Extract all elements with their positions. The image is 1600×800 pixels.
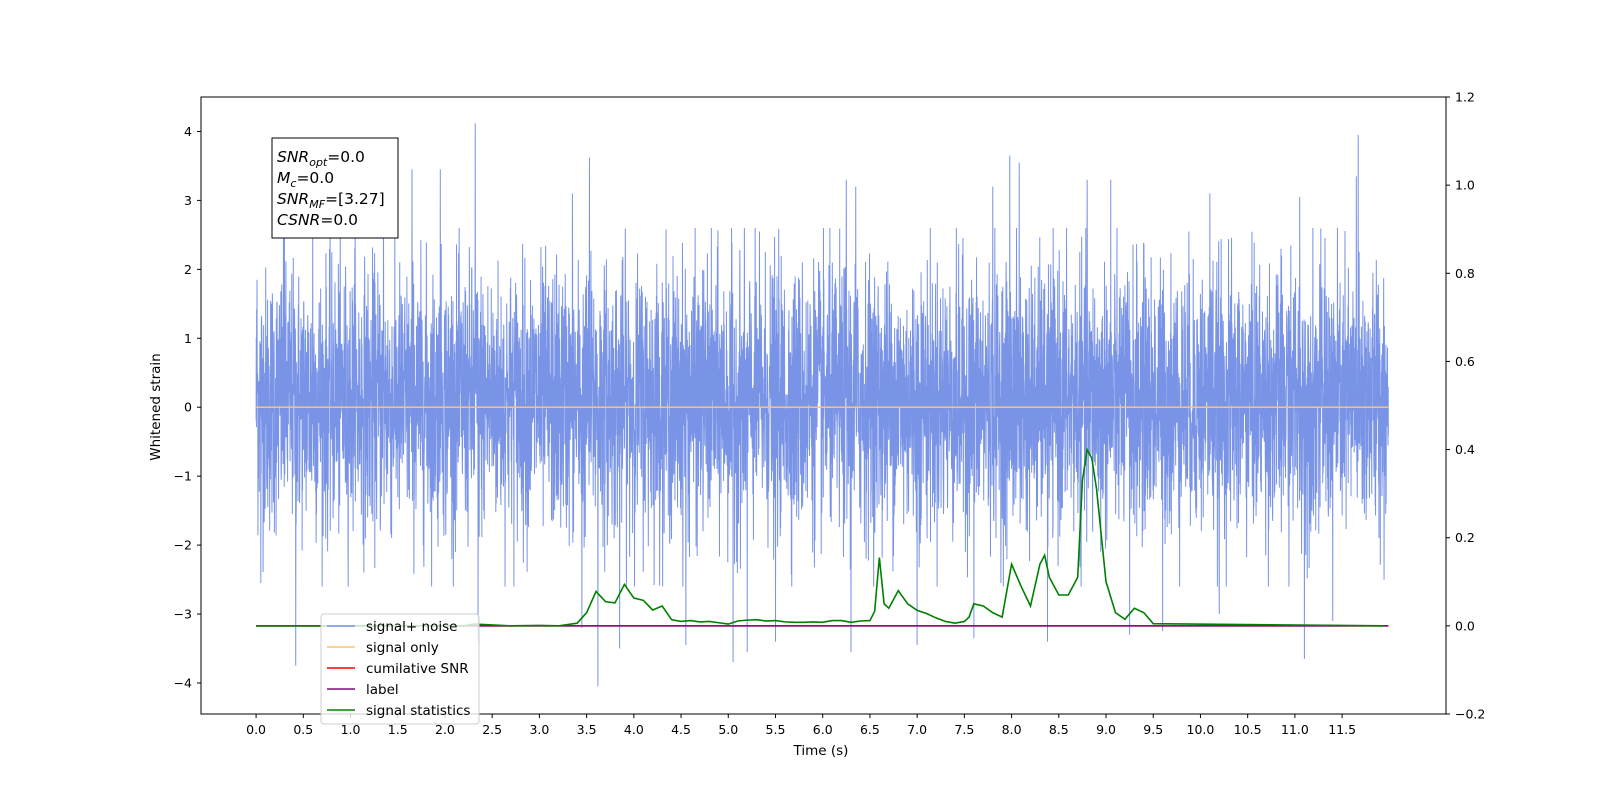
x-tick-label: 3.0 bbox=[529, 722, 549, 737]
x-tick-label: 0.0 bbox=[246, 722, 266, 737]
x-tick-label: 5.5 bbox=[766, 722, 786, 737]
y-tick-label: −2 bbox=[174, 538, 192, 553]
legend: signal+ noise signal only cumilative SNR la… bbox=[320, 613, 480, 725]
x-tick-label: 0.5 bbox=[293, 722, 313, 737]
x-tick-label: 1.0 bbox=[341, 722, 361, 737]
x-tick-label: 5.0 bbox=[718, 722, 738, 737]
x-tick-label: 9.5 bbox=[1143, 722, 1163, 737]
legend-label: cumilative SNR bbox=[366, 661, 469, 677]
x-tick-label: 1.5 bbox=[388, 722, 408, 737]
legend-label: label bbox=[366, 682, 399, 698]
plot-area bbox=[255, 123, 1389, 687]
y-tick-label: 1 bbox=[184, 331, 192, 346]
y2-tick-label: 1.0 bbox=[1455, 178, 1475, 193]
y-tick-label: −4 bbox=[174, 675, 192, 690]
info-line: CSNR=0.0 bbox=[277, 211, 358, 229]
y2-tick-label: −0.2 bbox=[1455, 707, 1485, 722]
x-tick-label: 2.0 bbox=[435, 722, 455, 737]
x-tick-label: 7.5 bbox=[954, 722, 974, 737]
info-box-frame bbox=[271, 137, 399, 239]
y2-tick-label: 1.2 bbox=[1455, 90, 1475, 105]
x-tick-label: 2.5 bbox=[482, 722, 502, 737]
x-tick-label: 4.0 bbox=[624, 722, 644, 737]
legend-label: signal only bbox=[366, 640, 439, 656]
info-line: SNRopt=0.0 bbox=[277, 148, 365, 169]
x-tick-label: 8.5 bbox=[1049, 722, 1069, 737]
x-tick-label: 8.0 bbox=[1002, 722, 1022, 737]
x-axis-label: Time (s) bbox=[793, 743, 849, 759]
y2-tick-label: 0.0 bbox=[1455, 618, 1475, 633]
legend-label: signal+ noise bbox=[366, 619, 457, 635]
y-tick-label: 0 bbox=[184, 400, 192, 415]
y2-tick-label: 0.6 bbox=[1455, 354, 1475, 369]
y2-tick-label: 0.4 bbox=[1455, 442, 1475, 457]
series-line-4 bbox=[256, 447, 1384, 627]
y-tick-label: 4 bbox=[184, 124, 192, 139]
x-tick-label: 10.5 bbox=[1234, 722, 1262, 737]
x-tick-label: 6.5 bbox=[860, 722, 880, 737]
x-tick-label: 4.5 bbox=[671, 722, 691, 737]
y-tick-label: −1 bbox=[174, 469, 192, 484]
y-tick-label: 3 bbox=[184, 193, 192, 208]
y-tick-label: −3 bbox=[174, 607, 192, 622]
x-tick-label: 6.0 bbox=[813, 722, 833, 737]
x-tick-label: 3.5 bbox=[577, 722, 597, 737]
y-axis-label: Whitened strain bbox=[148, 353, 164, 460]
legend-label: signal statistics bbox=[366, 703, 470, 719]
x-tick-label: 7.0 bbox=[907, 722, 927, 737]
y-tick-label: 2 bbox=[184, 262, 192, 277]
axes: 0.0 0.5 1.0 1.5 2.0 2.5 3.0 3.5 4.0 4.5 5.0 5.5 6.0 6… bbox=[174, 90, 1486, 738]
info-line: Mc=0.0 bbox=[277, 169, 334, 190]
x-tick-label: 11.0 bbox=[1281, 722, 1309, 737]
y2-tick-label: 0.2 bbox=[1455, 530, 1475, 545]
axes-frame bbox=[200, 96, 1447, 715]
x-tick-label: 11.5 bbox=[1328, 722, 1356, 737]
legend-frame bbox=[320, 613, 480, 725]
x-tick-label: 10.0 bbox=[1187, 722, 1215, 737]
series-signal-noise-line bbox=[255, 123, 1389, 687]
y2-tick-label: 0.8 bbox=[1455, 266, 1475, 281]
x-tick-label: 9.0 bbox=[1096, 722, 1116, 737]
info-line: SNRMF=[3.27] bbox=[277, 190, 385, 211]
